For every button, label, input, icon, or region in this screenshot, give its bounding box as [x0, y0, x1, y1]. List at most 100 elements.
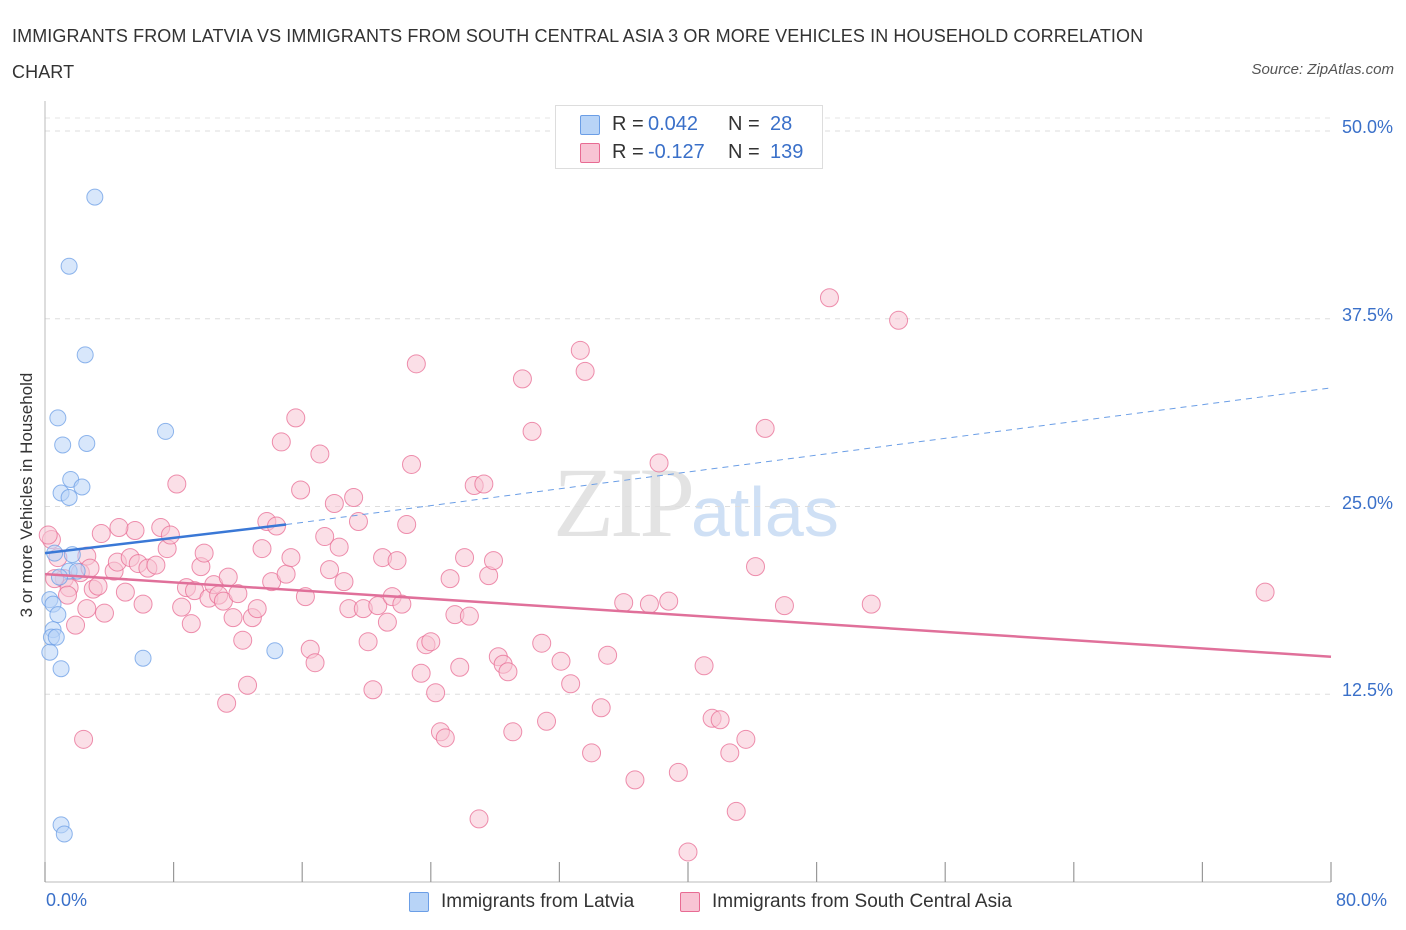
legend-swatch-south-central-asia	[580, 143, 600, 163]
data-point-south-central-asia	[483, 551, 503, 571]
data-point-south-central-asia	[498, 662, 518, 682]
data-point-south-central-asia	[614, 593, 634, 613]
data-point-south-central-asia	[774, 596, 794, 616]
data-point-south-central-asia	[503, 722, 523, 742]
data-point-south-central-asia	[639, 594, 659, 614]
y-tick-label: 37.5%	[1341, 304, 1393, 325]
data-point-south-central-asia	[310, 444, 330, 464]
chart-title: IMMIGRANTS FROM LATVIA VS IMMIGRANTS FRO…	[12, 26, 1144, 82]
legend-n-value: 139	[770, 141, 804, 163]
bottom-legend-label-latvia: Immigrants from Latvia	[441, 891, 635, 912]
data-point-south-central-asia	[194, 543, 214, 563]
data-point-south-central-asia	[315, 527, 335, 547]
data-point-south-central-asia	[561, 674, 581, 694]
data-point-south-central-asia	[746, 557, 766, 577]
data-point-south-central-asia	[694, 656, 714, 676]
gridlines	[45, 117, 1331, 695]
data-point-south-central-asia	[755, 418, 775, 438]
data-point-latvia	[55, 825, 73, 843]
data-point-south-central-asia	[77, 599, 97, 619]
legend-r-value: -0.127	[648, 141, 705, 163]
data-point-latvia	[49, 409, 67, 427]
data-point-south-central-asia	[889, 310, 909, 330]
data-point-latvia	[60, 489, 78, 507]
bottom-legend-swatch-south-central-asia	[680, 892, 700, 912]
data-point-south-central-asia	[570, 340, 590, 360]
data-point-south-central-asia	[218, 567, 238, 587]
data-point-south-central-asia	[411, 663, 431, 683]
data-point-south-central-asia	[363, 680, 383, 700]
data-point-latvia	[76, 346, 94, 364]
data-point-south-central-asia	[406, 354, 426, 374]
y-tick-label: 25.0%	[1341, 492, 1393, 513]
legend-n-value: 28	[770, 113, 793, 135]
data-point-latvia	[49, 606, 67, 624]
x-max-label: 80.0%	[1336, 890, 1388, 910]
data-point-south-central-asia	[115, 582, 135, 602]
data-point-south-central-asia	[575, 361, 595, 381]
data-point-south-central-asia	[66, 615, 86, 635]
legend-n-label: N =	[728, 141, 760, 163]
data-point-south-central-asia	[435, 728, 455, 748]
data-point-south-central-asia	[720, 743, 740, 763]
data-point-south-central-asia	[678, 842, 698, 862]
data-point-south-central-asia	[305, 653, 325, 673]
data-point-south-central-asia	[91, 524, 111, 544]
data-point-south-central-asia	[819, 288, 839, 308]
data-point-south-central-asia	[668, 762, 688, 782]
data-point-south-central-asia	[160, 525, 180, 545]
watermark-zip: ZIP	[553, 447, 695, 558]
legend-r-value: 0.042	[648, 113, 699, 135]
data-point-south-central-asia	[474, 474, 494, 494]
data-point-south-central-asia	[512, 369, 532, 389]
legend-swatch-latvia	[580, 115, 600, 135]
data-point-latvia	[54, 436, 72, 454]
data-point-south-central-asia	[598, 645, 618, 665]
data-point-south-central-asia	[861, 594, 881, 614]
data-point-south-central-asia	[167, 474, 187, 494]
data-point-south-central-asia	[146, 555, 166, 575]
legend-n-label: N =	[728, 113, 760, 135]
data-point-south-central-asia	[281, 548, 301, 568]
data-point-latvia	[157, 422, 175, 440]
data-point-south-central-asia	[238, 675, 258, 695]
legend-r-label: R =	[612, 113, 644, 135]
data-point-south-central-asia	[387, 551, 407, 571]
data-point-latvia	[41, 643, 59, 661]
watermark: ZIPatlas	[553, 445, 839, 560]
data-point-south-central-asia	[421, 632, 441, 652]
data-point-south-central-asia	[659, 591, 679, 611]
data-point-south-central-asia	[125, 521, 145, 541]
bottom-legend-swatch-latvia	[409, 892, 429, 912]
data-point-latvia	[134, 649, 152, 667]
data-point-south-central-asia	[532, 633, 552, 653]
data-point-south-central-asia	[228, 584, 248, 604]
x-min-label: 0.0%	[46, 890, 88, 910]
data-point-south-central-asia	[377, 612, 397, 632]
data-point-south-central-asia	[94, 603, 114, 623]
data-point-latvia	[78, 434, 96, 452]
data-point-south-central-asia	[276, 564, 296, 584]
data-point-south-central-asia	[172, 597, 192, 617]
data-point-latvia	[50, 568, 68, 586]
data-point-south-central-asia	[252, 539, 272, 559]
axes	[44, 101, 1332, 883]
data-point-south-central-asia	[459, 606, 479, 626]
data-point-south-central-asia	[710, 710, 730, 730]
data-point-south-central-asia	[58, 585, 78, 605]
data-point-south-central-asia	[726, 801, 746, 821]
data-point-south-central-asia	[625, 770, 645, 790]
data-point-south-central-asia	[247, 599, 267, 619]
data-point-south-central-asia	[551, 651, 571, 671]
data-point-latvia	[86, 188, 104, 206]
data-point-south-central-asia	[440, 569, 460, 589]
trend-line-south-central-asia	[44, 572, 1332, 658]
data-point-south-central-asia	[320, 560, 340, 580]
data-point-south-central-asia	[181, 614, 201, 634]
data-point-south-central-asia	[397, 515, 417, 535]
data-point-south-central-asia	[402, 454, 422, 474]
data-point-south-central-asia	[469, 809, 489, 829]
data-point-south-central-asia	[324, 494, 344, 514]
trend-lines	[44, 387, 1332, 658]
